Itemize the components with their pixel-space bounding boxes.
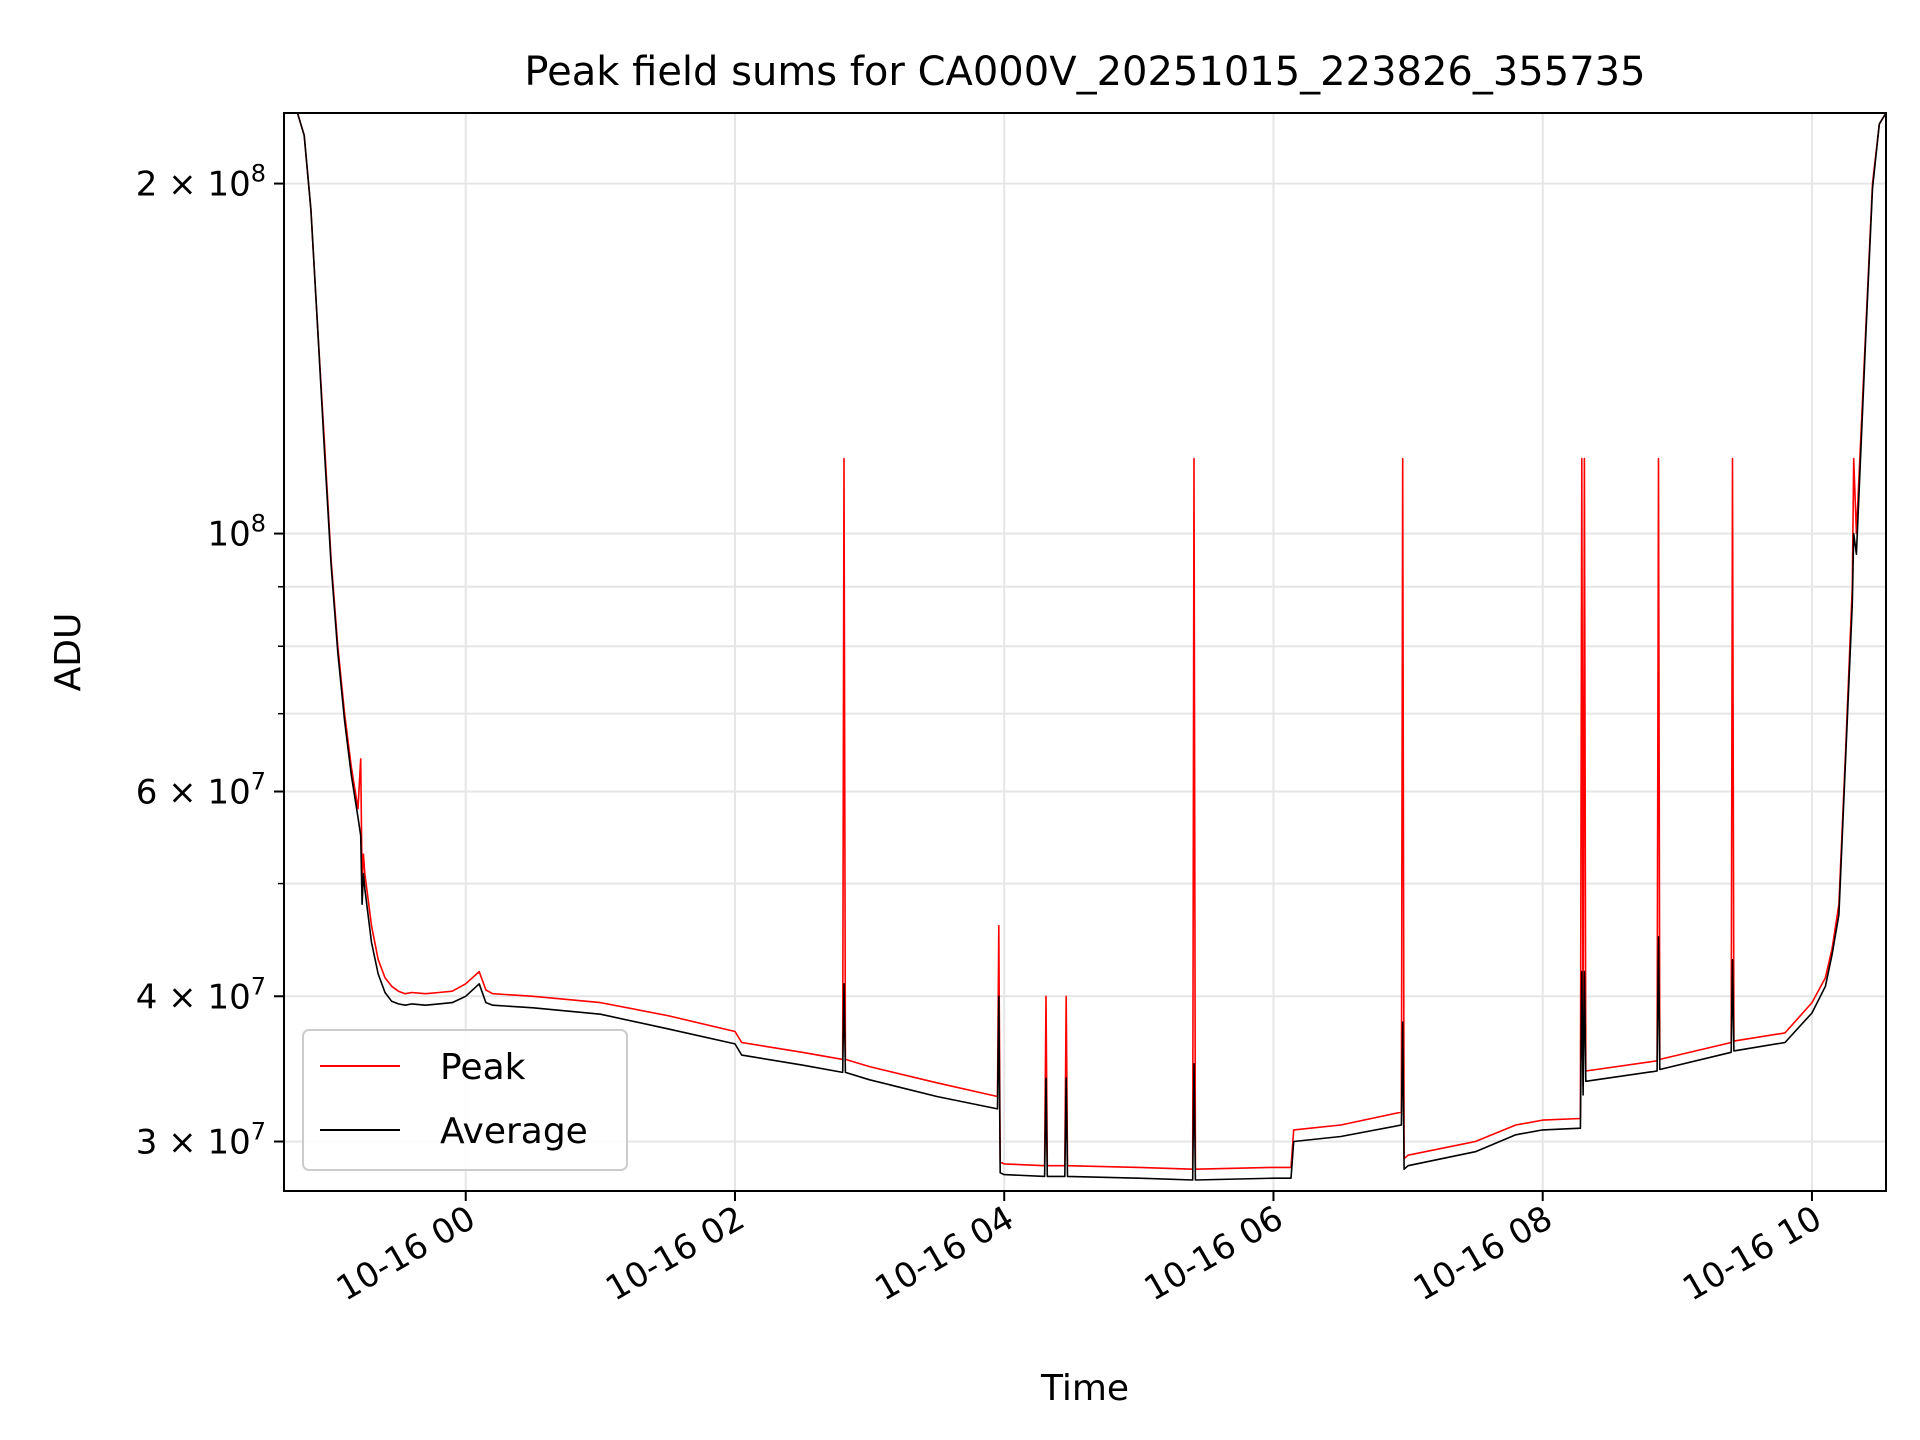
y-tick-label: 2 × 108 — [136, 160, 266, 205]
y-tick-label: 108 — [207, 510, 266, 555]
chart-title: Peak field sums for CA000V_20251015_2238… — [524, 49, 1645, 95]
y-tick-label-exponent: 7 — [251, 972, 266, 1000]
y-tick-label: 4 × 107 — [136, 972, 266, 1017]
y-tick-label: 3 × 107 — [136, 1118, 266, 1163]
y-tick-label-exponent: 8 — [251, 510, 266, 538]
series-line-average — [296, 113, 1886, 1181]
y-axis-label: ADU — [48, 613, 89, 692]
grid — [284, 113, 1886, 1191]
plot-frame — [283, 112, 1887, 1192]
legend-peak-label: Peak — [440, 1047, 526, 1088]
series-layer — [296, 113, 1886, 1181]
y-tick-label: 6 × 107 — [136, 768, 266, 813]
y-tick-label-base: 2 × 10 — [136, 165, 251, 205]
legend: Peak Average — [302, 1029, 628, 1171]
y-tick-label-exponent: 8 — [251, 160, 266, 188]
x-axis-label: Time — [1040, 1368, 1129, 1409]
y-tick-label-base: 6 × 10 — [136, 773, 251, 813]
y-tick-label-base: 4 × 10 — [136, 977, 251, 1017]
legend-average-label: Average — [440, 1111, 588, 1152]
y-tick-label-base: 3 × 10 — [136, 1123, 251, 1163]
y-tick-label-exponent: 7 — [251, 768, 266, 796]
y-tick-label-base: 10 — [207, 515, 250, 555]
y-tick-label-exponent: 7 — [251, 1118, 266, 1146]
